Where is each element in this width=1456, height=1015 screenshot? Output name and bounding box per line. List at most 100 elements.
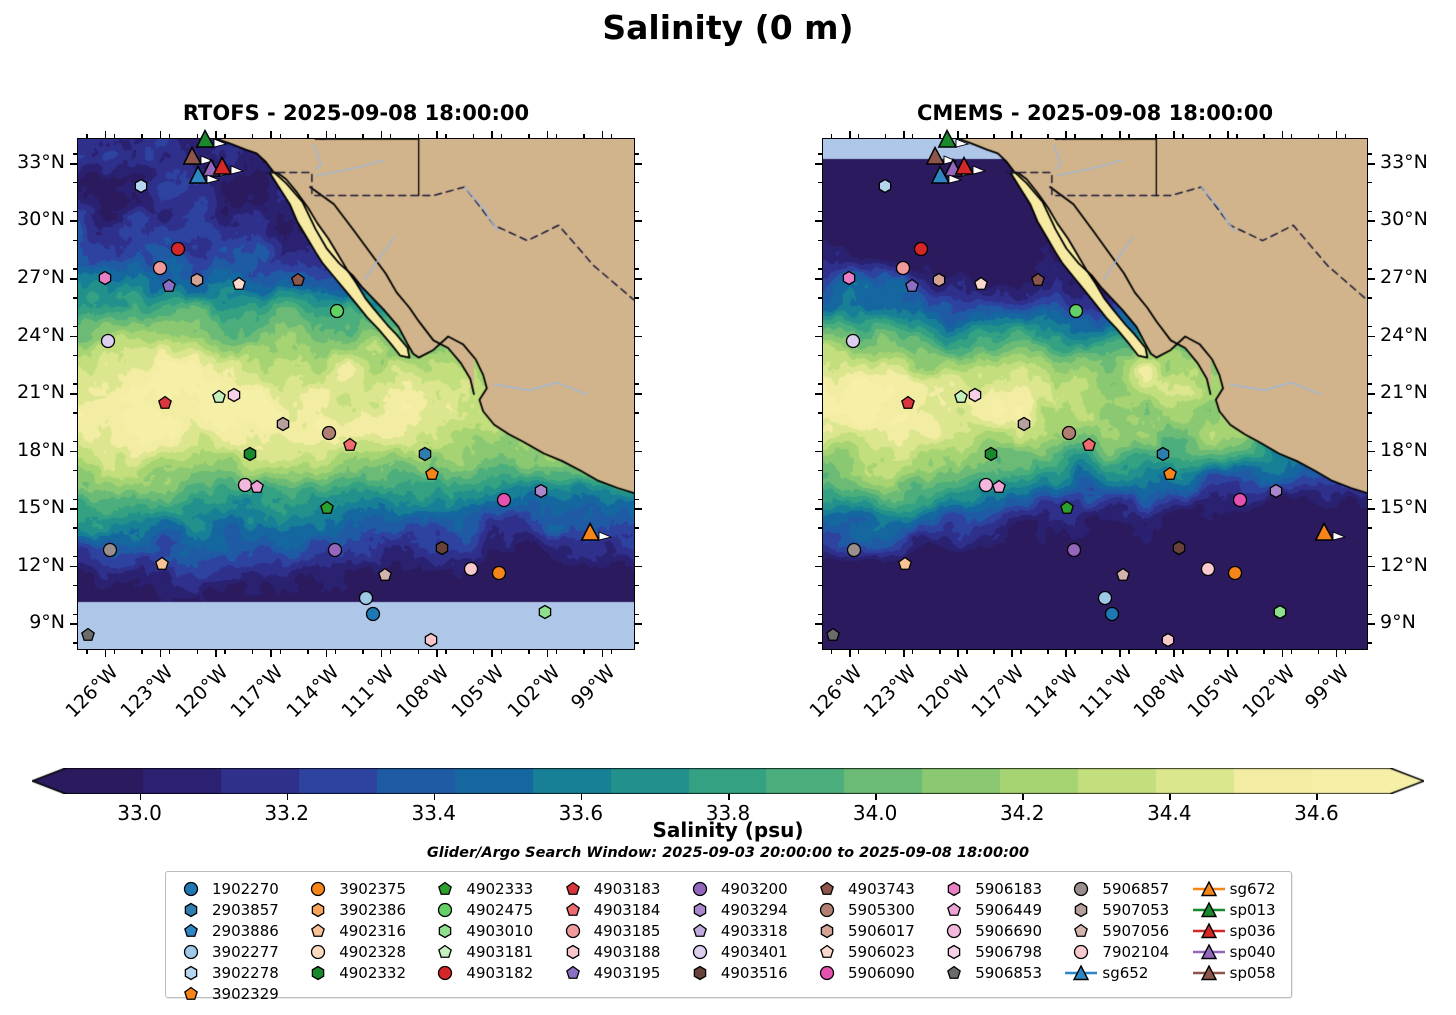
- platform-marker-5905300[interactable]: [1061, 425, 1077, 441]
- legend-item-4903181[interactable]: 4903181: [428, 941, 555, 962]
- platform-marker-sp036[interactable]: [212, 155, 247, 178]
- map-panel-cmems[interactable]: 126°W 123°W 120°W 117°W 114°W 111°W 108°W 105°W…: [805, 128, 1428, 722]
- legend-item-7902104[interactable]: 7902104: [1064, 941, 1191, 962]
- platform-marker-4902332[interactable]: [983, 446, 999, 462]
- legend-item-sp058[interactable]: sp058: [1192, 962, 1291, 983]
- platform-marker-4902475[interactable]: [1068, 303, 1084, 319]
- platform-marker-5906183[interactable]: [841, 270, 857, 286]
- legend-item-5906690[interactable]: 5906690: [937, 920, 1064, 941]
- platform-marker-4902333[interactable]: [319, 500, 335, 516]
- platform-marker-2903857[interactable]: [417, 446, 433, 462]
- legend-item-5906183[interactable]: 5906183: [937, 878, 1064, 899]
- legend-item-5907053[interactable]: 5907053: [1064, 899, 1191, 920]
- platform-marker-3902329[interactable]: [424, 466, 440, 482]
- legend-item-4903200[interactable]: 4903200: [683, 878, 810, 899]
- platform-marker-4903195[interactable]: [904, 278, 920, 294]
- legend-item-5906017[interactable]: 5906017: [810, 920, 937, 941]
- platform-marker-5906023[interactable]: [231, 276, 247, 292]
- legend-item-5906853[interactable]: 5906853: [937, 962, 1064, 983]
- platform-marker-4903188[interactable]: [1160, 632, 1176, 648]
- platform-marker-3902375[interactable]: [491, 565, 507, 581]
- platform-marker-4903185[interactable]: [152, 260, 168, 276]
- legend-item-3902386[interactable]: 3902386: [301, 899, 428, 920]
- platform-marker-5906798[interactable]: [967, 387, 983, 403]
- marker-legend[interactable]: 1902270 2903857 2903886 3902277 3902278 …: [165, 871, 1292, 1003]
- platform-marker-sp058[interactable]: [925, 146, 960, 168]
- legend-item-4903195[interactable]: 4903195: [556, 962, 683, 983]
- platform-marker-4903294[interactable]: [1268, 483, 1284, 499]
- platform-marker-5905300[interactable]: [321, 425, 337, 441]
- platform-marker-3902278[interactable]: [877, 178, 893, 194]
- platform-marker-5906183[interactable]: [97, 270, 113, 286]
- platform-marker-4903010[interactable]: [537, 604, 553, 620]
- legend-item-4902475[interactable]: 4902475: [428, 899, 555, 920]
- legend-item-sp040[interactable]: sp040: [1192, 941, 1291, 962]
- platform-marker-4902316[interactable]: [897, 556, 913, 572]
- platform-marker-5907053[interactable]: [1016, 416, 1032, 432]
- legend-item-5906798[interactable]: 5906798: [937, 941, 1064, 962]
- legend-item-sg672[interactable]: sg672: [1192, 878, 1291, 899]
- legend-item-4902328[interactable]: 4902328: [301, 941, 428, 962]
- platform-marker-4902475[interactable]: [329, 303, 345, 319]
- platform-marker-5906090[interactable]: [496, 492, 512, 508]
- legend-item-sp013[interactable]: sp013: [1192, 899, 1291, 920]
- platform-marker-sg672[interactable]: [580, 521, 615, 544]
- legend-item-3902278[interactable]: 3902278: [174, 962, 301, 983]
- platform-marker-5906017[interactable]: [189, 272, 205, 288]
- platform-marker-5906853[interactable]: [825, 627, 841, 643]
- platform-marker-5907053[interactable]: [275, 416, 291, 432]
- platform-marker-sp013[interactable]: [195, 128, 230, 151]
- legend-item-3902329[interactable]: 3902329: [174, 983, 301, 1004]
- platform-marker-4903185[interactable]: [895, 260, 911, 276]
- platform-marker-sg652[interactable]: [188, 165, 223, 187]
- platform-marker-4903183[interactable]: [900, 395, 916, 411]
- legend-item-4903010[interactable]: 4903010: [428, 920, 555, 941]
- platform-marker-5907056[interactable]: [1115, 567, 1131, 583]
- platform-marker-4903188[interactable]: [423, 632, 439, 648]
- platform-marker-2903857[interactable]: [1155, 446, 1171, 462]
- platform-marker-7902104[interactable]: [1200, 561, 1216, 577]
- platform-marker-3902278[interactable]: [133, 178, 149, 194]
- platform-marker-4902316[interactable]: [154, 556, 170, 572]
- platform-marker-5906853[interactable]: [80, 627, 96, 643]
- platform-marker-5906857[interactable]: [846, 542, 862, 558]
- legend-item-2903857[interactable]: 2903857: [174, 899, 301, 920]
- platform-marker-4903401[interactable]: [100, 333, 116, 349]
- legend-item-4902332[interactable]: 4902332: [301, 962, 428, 983]
- platform-marker-5906449[interactable]: [991, 479, 1007, 495]
- legend-item-4903318[interactable]: 4903318: [683, 920, 810, 941]
- legend-item-5905300[interactable]: 5905300: [810, 899, 937, 920]
- platform-marker-5906449[interactable]: [249, 479, 265, 495]
- platform-marker-1902270[interactable]: [365, 606, 381, 622]
- platform-marker-5906023[interactable]: [973, 276, 989, 292]
- platform-marker-4903181[interactable]: [953, 389, 969, 405]
- legend-item-4903516[interactable]: 4903516: [683, 962, 810, 983]
- platform-marker-sp013[interactable]: [937, 128, 972, 151]
- platform-marker-4903195[interactable]: [161, 278, 177, 294]
- platform-marker-sg652[interactable]: [930, 165, 965, 187]
- platform-marker-5906090[interactable]: [1232, 492, 1248, 508]
- platform-marker-5906017[interactable]: [931, 272, 947, 288]
- platform-marker-4903182[interactable]: [170, 241, 186, 257]
- platform-marker-sg672[interactable]: [1314, 521, 1349, 544]
- legend-item-5906857[interactable]: 5906857: [1064, 878, 1191, 899]
- legend-item-4903401[interactable]: 4903401: [683, 941, 810, 962]
- platform-marker-4903516[interactable]: [434, 540, 450, 556]
- platform-marker-4902333[interactable]: [1059, 500, 1075, 516]
- legend-item-5906090[interactable]: 5906090: [810, 962, 937, 983]
- legend-item-2903886[interactable]: 2903886: [174, 920, 301, 941]
- legend-item-4903185[interactable]: 4903185: [556, 920, 683, 941]
- legend-item-5906023[interactable]: 5906023: [810, 941, 937, 962]
- platform-marker-3902277[interactable]: [1097, 590, 1113, 606]
- legend-item-4903184[interactable]: 4903184: [556, 899, 683, 920]
- platform-marker-4903743[interactable]: [290, 272, 306, 288]
- platform-marker-4902332[interactable]: [242, 446, 258, 462]
- platform-marker-5906798[interactable]: [226, 387, 242, 403]
- platform-marker-3902277[interactable]: [358, 590, 374, 606]
- legend-item-4903182[interactable]: 4903182: [428, 962, 555, 983]
- platform-marker-3902329[interactable]: [1162, 466, 1178, 482]
- legend-item-4902316[interactable]: 4902316: [301, 920, 428, 941]
- platform-marker-4903181[interactable]: [211, 389, 227, 405]
- legend-item-1902270[interactable]: 1902270: [174, 878, 301, 899]
- platform-marker-4903010[interactable]: [1272, 604, 1288, 620]
